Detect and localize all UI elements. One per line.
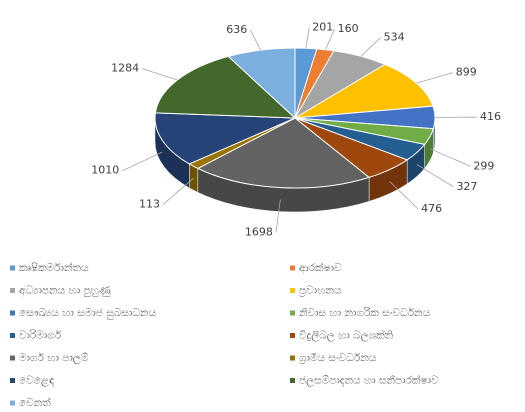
- leader-line: [360, 37, 381, 57]
- legend-label: වෙළෙඳ: [19, 375, 55, 388]
- pie-slice: [154, 55, 297, 119]
- leader-line: [305, 27, 310, 49]
- pie-slice: [154, 112, 296, 165]
- legend-swatch: [290, 333, 295, 338]
- legend-label: ප්‍රවාහනය: [299, 285, 342, 297]
- legend-swatch: [10, 288, 15, 293]
- legend-label: ග්‍රාමීය සංවර්ධනය: [299, 351, 377, 364]
- pie-tops: [154, 47, 436, 189]
- legend-swatch: [290, 310, 295, 316]
- legend-label: විදුලිබල හා බලශක්ති: [299, 327, 394, 342]
- legend-label: ජලසම්පාදනය හා සනීපාරක්ෂාව: [299, 372, 439, 387]
- pie-sides: [154, 117, 436, 213]
- leader-line: [416, 164, 454, 188]
- legend-swatch: [10, 378, 15, 383]
- data-label: 201: [312, 20, 333, 33]
- legend-swatch: [290, 355, 295, 361]
- legend-swatch: [10, 310, 15, 316]
- legend-label: වෙනත්: [19, 395, 51, 409]
- legend-label: මාර්ග හා පාලම්: [19, 351, 89, 365]
- data-label: 160: [338, 22, 359, 35]
- legend-swatch: [10, 333, 15, 338]
- legend-swatch: [290, 265, 295, 271]
- legend-label: වාරිමාර්ග: [19, 329, 62, 342]
- legend: කෘෂිකර්මාන්තය ආරක්ෂාව අධ්‍යාපනය හා පුහුණු ප…: [10, 260, 439, 409]
- legend-swatch: [290, 378, 295, 383]
- legend-label: අධ්‍යාපනය හා පුහුණු: [19, 285, 111, 298]
- legend-swatch: [10, 355, 15, 361]
- data-label: 899: [456, 66, 477, 79]
- data-label: 1698: [245, 225, 273, 238]
- data-label: 1284: [111, 62, 139, 75]
- leader-line: [122, 151, 163, 172]
- leader-line: [249, 29, 261, 51]
- leader-line: [429, 148, 471, 167]
- legend-label: නිවාස හා නාගරික සංවර්ධනය: [299, 306, 431, 319]
- data-label: 534: [384, 31, 405, 44]
- legend-label: ආරක්ෂාව: [299, 260, 342, 275]
- data-label: 113: [139, 198, 160, 211]
- legend-swatch: [290, 288, 295, 293]
- legend-swatch: [10, 400, 15, 406]
- pie-slice: [227, 47, 296, 120]
- leader-line: [325, 29, 335, 50]
- data-label: 416: [480, 110, 501, 123]
- data-label: 476: [421, 202, 442, 215]
- leader-line: [142, 68, 178, 81]
- data-label: 299: [473, 159, 494, 172]
- legend-label: සෞඛ්‍යය හා සමාජ සුබසාධනය: [19, 307, 157, 319]
- pie-slice: [196, 117, 371, 189]
- legend-label: කෘෂිකර්මාන්තය: [19, 260, 89, 274]
- data-labels: 201 160 534 899 416 299 327 476 1698 113 1010 1284 6…: [91, 20, 501, 238]
- data-label: 1010: [91, 164, 119, 177]
- leader-line: [416, 72, 453, 84]
- data-label: 327: [456, 180, 477, 193]
- leader-line: [275, 199, 281, 233]
- data-label: 636: [226, 23, 247, 36]
- leader-line: [389, 181, 419, 210]
- legend-swatch: [10, 265, 15, 271]
- leader-line: [162, 177, 194, 205]
